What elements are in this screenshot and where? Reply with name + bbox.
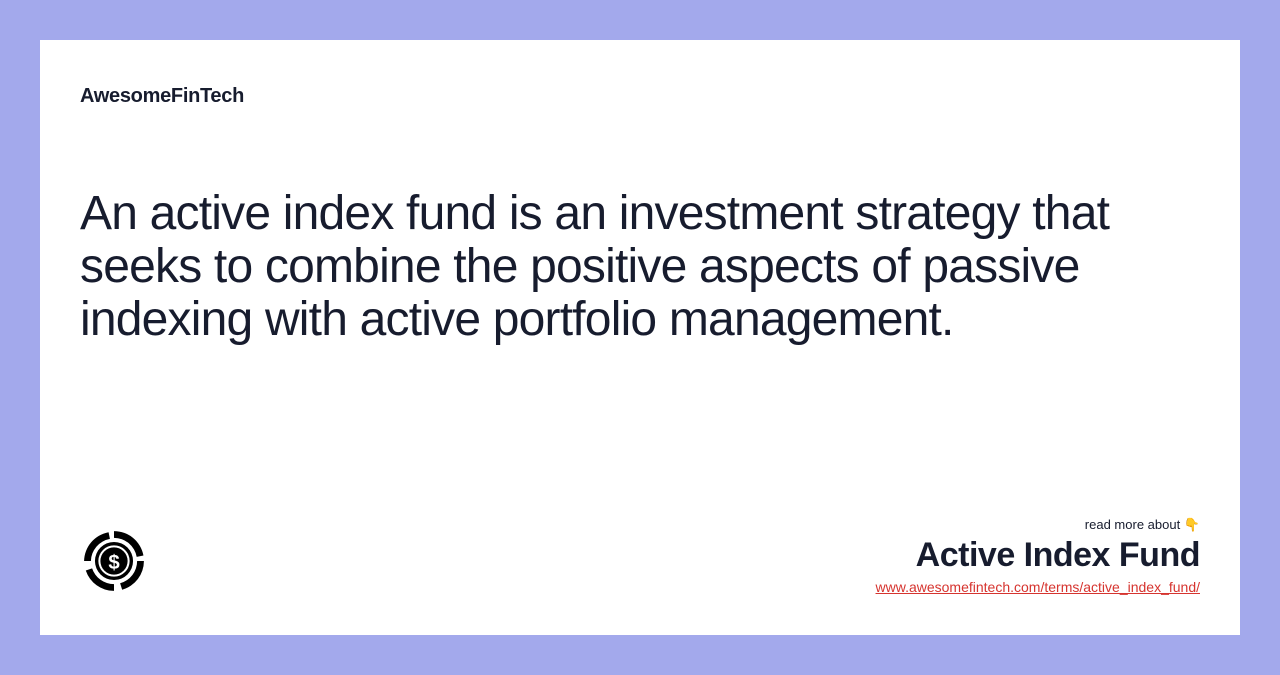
term-title: Active Index Fund: [916, 536, 1200, 575]
svg-text:$: $: [108, 552, 120, 574]
source-url-link[interactable]: www.awesomefintech.com/terms/active_inde…: [876, 579, 1200, 595]
info-card: AwesomeFinTech An active index fund is a…: [40, 40, 1240, 635]
term-description: An active index fund is an investment st…: [80, 188, 1200, 346]
dollar-chart-icon: $: [80, 527, 148, 595]
read-more-label: read more about 👇: [1085, 517, 1200, 533]
footer-info: read more about 👇 Active Index Fund www.…: [876, 517, 1200, 595]
card-footer: $ read more about 👇 Active Index Fund ww…: [80, 517, 1200, 595]
brand-name: AwesomeFinTech: [80, 85, 1200, 108]
